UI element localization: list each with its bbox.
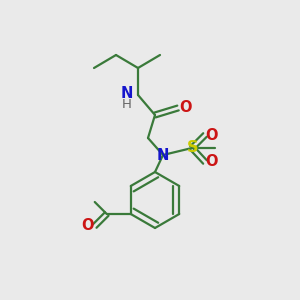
Text: S: S [187,140,199,155]
Text: H: H [122,98,132,110]
Text: O: O [82,218,94,233]
Text: N: N [157,148,169,163]
Text: O: O [206,154,218,169]
Text: O: O [179,100,191,116]
Text: O: O [206,128,218,142]
Text: N: N [121,86,133,101]
